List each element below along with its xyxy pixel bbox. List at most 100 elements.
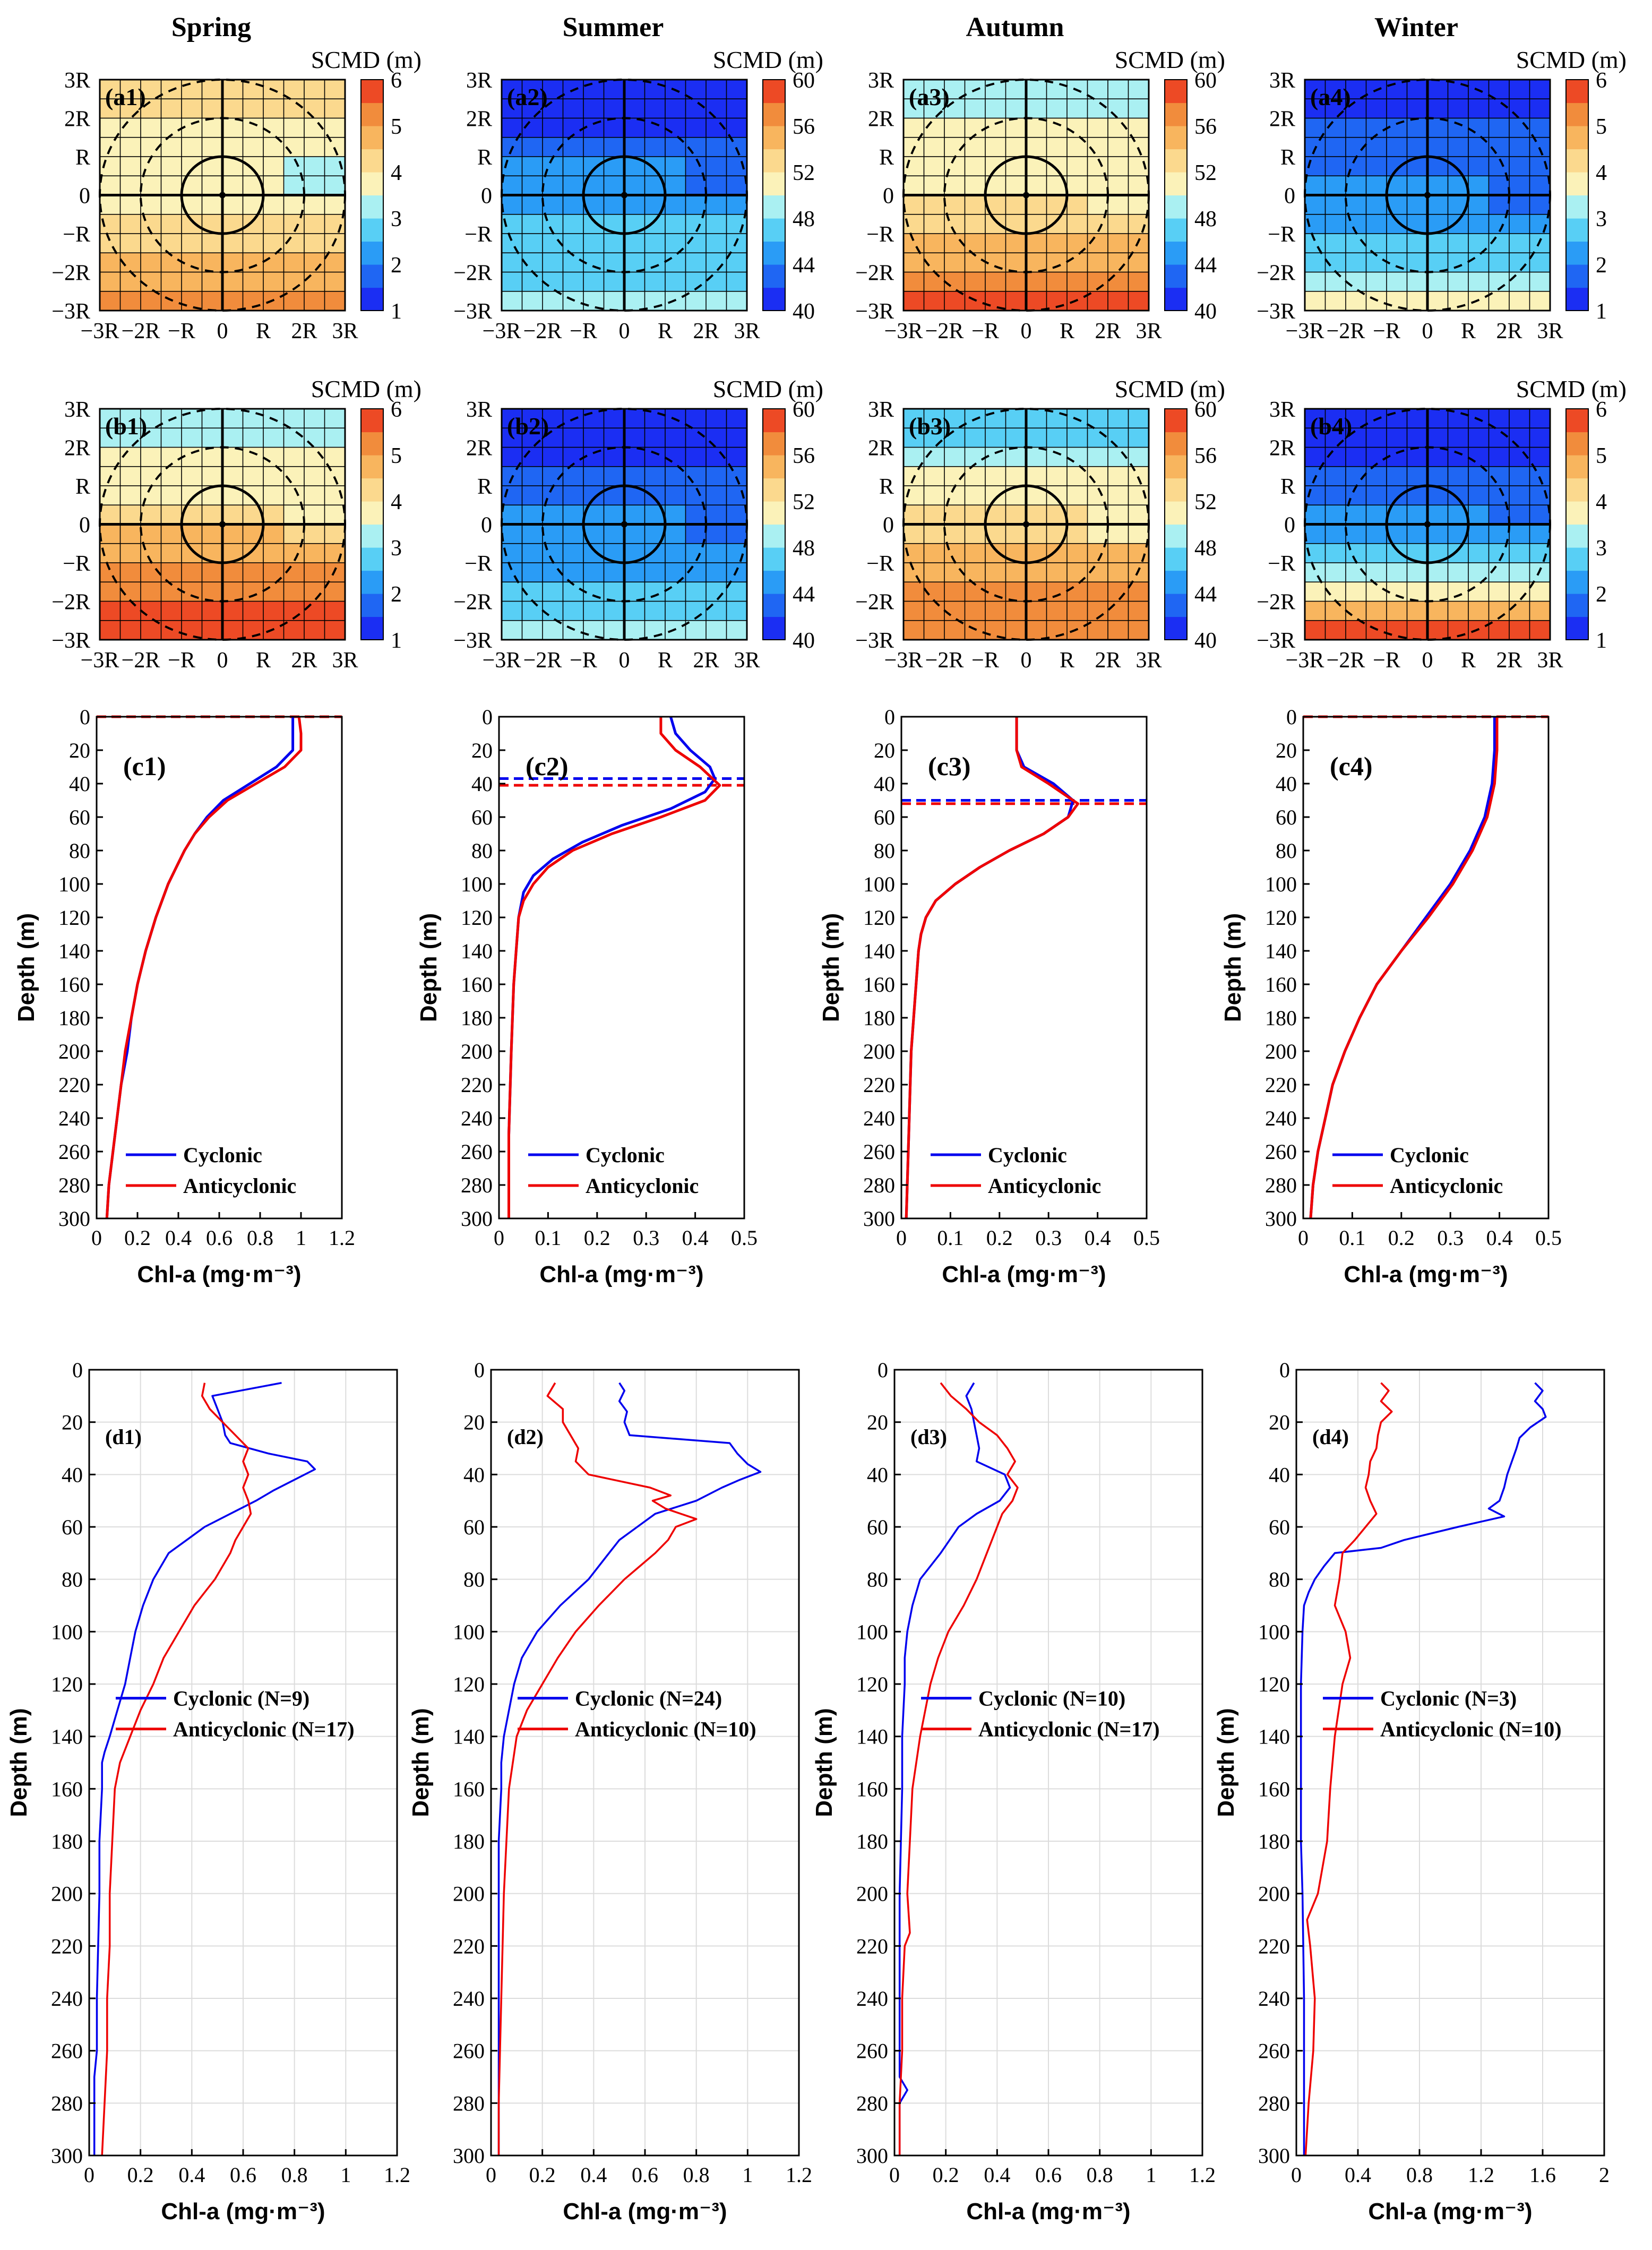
colorbar-tick-label: 4 bbox=[1596, 490, 1607, 514]
heatmap-cell bbox=[1026, 79, 1047, 100]
x-tick-label: 0.3 bbox=[1035, 1226, 1062, 1250]
heatmap-cell bbox=[119, 562, 142, 583]
y-tick-label: 120 bbox=[453, 1672, 485, 1696]
heatmap-cell bbox=[242, 466, 264, 487]
heatmap-cell bbox=[1046, 117, 1068, 139]
heatmap-cell bbox=[521, 600, 544, 622]
heatmap-cell bbox=[624, 194, 646, 216]
y-tick-label: 40 bbox=[471, 772, 493, 796]
heatmap-cell bbox=[603, 408, 625, 429]
y-tick-label: 20 bbox=[1276, 738, 1297, 762]
heatmap-cell bbox=[263, 117, 285, 139]
heatmap-cell bbox=[1107, 290, 1129, 312]
eddy-2r-circle bbox=[140, 117, 305, 273]
y-tick-label: −2R bbox=[51, 590, 90, 615]
y-tick-label: 300 bbox=[856, 2144, 888, 2168]
x-tick-label: 0.8 bbox=[683, 2163, 710, 2187]
heatmap-cell bbox=[222, 466, 244, 487]
heatmap-cell bbox=[624, 446, 646, 468]
heatmap-cell bbox=[644, 485, 666, 506]
heatmap-cell bbox=[665, 504, 686, 525]
heatmap-cell bbox=[583, 562, 605, 583]
heatmap-cell bbox=[1447, 446, 1469, 468]
y-tick-label: R bbox=[1280, 145, 1295, 170]
heatmap-cell bbox=[222, 175, 244, 196]
colorbar-segment bbox=[1566, 594, 1588, 617]
colorbar-segment bbox=[361, 524, 383, 548]
heatmap-cell bbox=[964, 156, 986, 177]
colorbar-segment bbox=[763, 218, 785, 242]
panel-label: (d2) bbox=[507, 1425, 544, 1449]
heatmap-cell bbox=[119, 136, 142, 158]
heatmap-cell bbox=[1066, 252, 1088, 273]
heatmap-cell bbox=[1406, 408, 1429, 429]
heatmap-cell bbox=[1406, 562, 1429, 583]
heatmap-cell bbox=[222, 562, 244, 583]
heatmap-cell bbox=[119, 271, 142, 293]
colorbar-segment bbox=[361, 126, 383, 150]
heatmap-cell bbox=[705, 271, 727, 293]
heatmap-cell bbox=[304, 271, 325, 293]
x-tick-label: 0 bbox=[889, 2163, 900, 2187]
x-tick-label: 0.5 bbox=[1535, 1226, 1562, 1250]
plot-frame bbox=[501, 408, 748, 641]
season-title-summer: Summer bbox=[563, 12, 664, 42]
heatmap-cell bbox=[1427, 290, 1449, 312]
heatmap-cell bbox=[1386, 485, 1408, 506]
colorbar-tick-label: 6 bbox=[1596, 68, 1607, 93]
heatmap-cell bbox=[283, 117, 305, 139]
heatmap-cell bbox=[1026, 408, 1047, 429]
x-tick-label: 0.5 bbox=[731, 1226, 758, 1250]
heatmap-cell bbox=[644, 136, 666, 158]
x-tick-label: 1.2 bbox=[384, 2163, 410, 2187]
y-tick-label: 40 bbox=[874, 772, 895, 796]
x-tick-label: 3R bbox=[1135, 319, 1161, 343]
colorbar-tick-label: 52 bbox=[793, 490, 815, 514]
x-tick-label: 3R bbox=[1537, 319, 1563, 343]
y-axis-label: Depth (m) bbox=[1220, 913, 1246, 1022]
y-tick-label: 60 bbox=[471, 805, 493, 829]
heatmap-cell bbox=[119, 290, 142, 312]
heatmap-cell bbox=[1087, 446, 1109, 468]
x-tick-label: −3R bbox=[884, 648, 923, 673]
y-tick-label: 60 bbox=[1276, 805, 1297, 829]
heatmap-cell bbox=[119, 194, 142, 216]
heatmap-cell bbox=[726, 581, 748, 602]
y-tick-label: 260 bbox=[1265, 1140, 1297, 1164]
x-tick-label: 3R bbox=[734, 648, 760, 673]
colorbar-segment bbox=[1566, 102, 1588, 126]
x-tick-label: 0 bbox=[1021, 648, 1032, 673]
heatmap-cell bbox=[985, 485, 1006, 506]
y-tick-label: 140 bbox=[453, 1725, 485, 1749]
y-tick-label: −2R bbox=[855, 590, 894, 615]
heatmap-cell bbox=[181, 271, 203, 293]
heatmap-cell bbox=[222, 136, 244, 158]
y-tick-label: −R bbox=[63, 222, 90, 247]
x-tick-label: 2R bbox=[1496, 648, 1522, 673]
heatmap-cell bbox=[1529, 117, 1551, 139]
heatmap-cell bbox=[726, 79, 748, 100]
heatmap-cell bbox=[1026, 466, 1047, 487]
heatmap-cell bbox=[521, 504, 544, 525]
heatmap-cell bbox=[1529, 504, 1551, 525]
heatmap-cell bbox=[903, 620, 925, 641]
series-line-anticyclonic bbox=[497, 1382, 698, 2155]
heatmap-cell bbox=[1386, 600, 1408, 622]
colorbar-label: SCMD (m) bbox=[311, 46, 421, 73]
heatmap-cell bbox=[1066, 504, 1088, 525]
colorbar-tick-label: 1 bbox=[1596, 299, 1607, 324]
y-tick-label: 3R bbox=[64, 398, 90, 422]
heatmap-cell bbox=[542, 271, 564, 293]
y-tick-label: 100 bbox=[461, 872, 493, 896]
heatmap-cell bbox=[501, 233, 523, 254]
y-tick-label: R bbox=[1280, 475, 1295, 499]
heatmap-cell bbox=[501, 581, 523, 602]
y-tick-label: 260 bbox=[863, 1140, 895, 1164]
y-tick-label: 300 bbox=[453, 2144, 485, 2168]
heatmap-cell bbox=[1468, 213, 1490, 235]
colorbar-segment bbox=[1165, 478, 1187, 502]
heatmap-cell bbox=[222, 233, 244, 254]
x-tick-label: 0.8 bbox=[247, 1226, 273, 1250]
heatmap-cell bbox=[1324, 98, 1347, 119]
